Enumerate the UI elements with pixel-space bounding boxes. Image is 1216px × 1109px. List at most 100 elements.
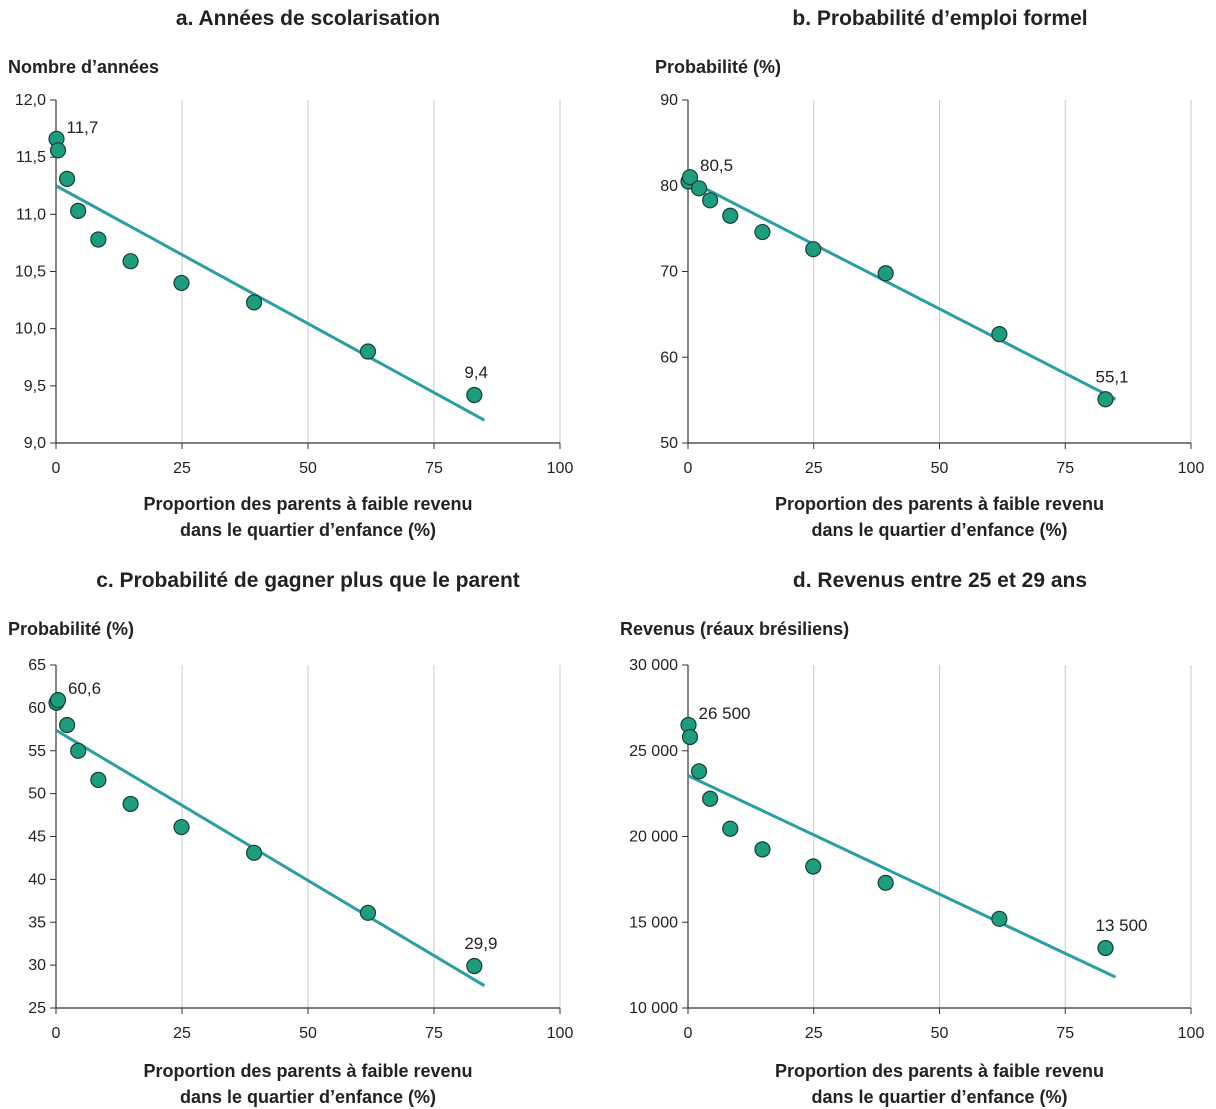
data-point: [690, 763, 708, 780]
x-tick-label: 50: [299, 1025, 317, 1042]
trend-line: [55, 184, 486, 422]
data-point: [90, 771, 107, 789]
data-point: [805, 858, 822, 875]
x-tick-label: 75: [1056, 460, 1074, 477]
x-axis-title-line-1: Proportion des parents à faible revenu: [143, 494, 472, 514]
data-label: 13 500: [1095, 916, 1147, 935]
x-tick-label: 50: [931, 460, 949, 477]
trend-line: [55, 728, 486, 987]
data-point: [1097, 939, 1114, 957]
data-point: [681, 169, 699, 186]
data-label: 29,9: [464, 934, 497, 953]
y-tick-label: 10,5: [15, 264, 46, 281]
y-tick-label: 60: [28, 700, 46, 717]
x-tick-label: 100: [547, 1025, 574, 1042]
data-point: [245, 294, 263, 311]
y-tick-label: 30 000: [629, 657, 678, 674]
y-tick-label: 11,5: [16, 149, 46, 166]
x-tick-label: 25: [173, 1025, 191, 1042]
data-point: [173, 818, 190, 836]
data-point: [90, 231, 107, 248]
y-tick-label: 70: [660, 264, 678, 281]
y-tick-label: 11,0: [16, 206, 46, 223]
data-point: [58, 716, 76, 734]
data-point: [466, 386, 483, 404]
x-tick-label: 50: [299, 460, 317, 477]
y-tick-label: 60: [660, 349, 678, 366]
y-tick-label: 55: [28, 743, 46, 760]
data-point: [466, 957, 483, 975]
x-axis-title-line-2: dans le quartier d’enfance (%): [811, 520, 1067, 540]
x-tick-label: 25: [173, 460, 191, 477]
x-axis-title-line-1: Proportion des parents à faible revenu: [775, 1061, 1104, 1081]
chart-title: d. Revenus entre 25 et 29 ans: [793, 569, 1087, 592]
x-tick-label: 0: [684, 1025, 693, 1042]
data-point: [754, 223, 771, 241]
data-label: 9,4: [464, 363, 488, 382]
y-tick-label: 10 000: [629, 1000, 678, 1017]
x-tick-label: 50: [931, 1025, 949, 1042]
data-label: 55,1: [1095, 367, 1128, 386]
data-point: [49, 142, 67, 159]
y-axis-title: Probabilité (%): [655, 57, 781, 77]
x-tick-label: 75: [425, 460, 443, 477]
x-tick-label: 100: [1178, 460, 1205, 477]
y-tick-label: 9,5: [24, 378, 46, 395]
y-tick-label: 25: [28, 1000, 46, 1017]
x-tick-label: 75: [1056, 1025, 1074, 1042]
chart-panel-c: c. Probabilité de gagner plus que le par…: [8, 569, 573, 1107]
data-point: [70, 742, 87, 759]
y-axis-title: Nombre d’années: [8, 57, 159, 77]
data-point: [805, 241, 822, 258]
y-tick-label: 35: [28, 914, 46, 931]
data-point: [991, 325, 1008, 343]
data-point: [681, 728, 699, 746]
x-axis-title-line-2: dans le quartier d’enfance (%): [811, 1087, 1067, 1107]
y-tick-label: 9,0: [24, 435, 46, 452]
data-point: [173, 274, 190, 292]
data-point: [58, 170, 76, 187]
data-point: [1097, 391, 1114, 408]
data-point: [49, 692, 67, 709]
y-tick-label: 80: [660, 178, 678, 195]
y-axis-title: Revenus (réaux brésiliens): [620, 619, 849, 639]
data-point: [754, 841, 771, 858]
trend-line: [687, 774, 1117, 979]
y-tick-label: 30: [28, 957, 46, 974]
x-axis-title-line-1: Proportion des parents à faible revenu: [143, 1061, 472, 1081]
data-point: [122, 253, 139, 270]
x-tick-label: 75: [425, 1025, 443, 1042]
x-axis-title-line-2: dans le quartier d’enfance (%): [180, 1087, 436, 1107]
data-point: [991, 910, 1008, 927]
data-label: 80,5: [700, 156, 733, 175]
x-tick-label: 0: [52, 460, 61, 477]
data-point: [245, 844, 263, 861]
x-tick-label: 0: [684, 460, 693, 477]
data-point: [122, 795, 139, 813]
y-tick-label: 20 000: [629, 829, 678, 846]
y-tick-label: 50: [660, 435, 678, 452]
y-axis-title: Probabilité (%): [8, 619, 134, 639]
chart-title: c. Probabilité de gagner plus que le par…: [96, 569, 520, 592]
x-axis-title-line-1: Proportion des parents à faible revenu: [775, 494, 1104, 514]
data-point: [702, 790, 719, 807]
y-tick-label: 25 000: [629, 743, 678, 760]
data-label: 11,7: [67, 118, 99, 137]
data-point: [877, 874, 894, 891]
data-point: [359, 343, 377, 360]
chart-panel-a: a. Années de scolarisation Nombre d’année…: [8, 7, 573, 540]
x-tick-label: 25: [805, 1025, 823, 1042]
data-point: [690, 180, 708, 197]
chart-title: a. Années de scolarisation: [176, 7, 440, 30]
chart-panel-b: b. Probabilité d’emploi formel Probabilit…: [655, 7, 1204, 540]
y-tick-label: 50: [28, 786, 46, 803]
chart-panel-d: d. Revenus entre 25 et 29 ans Revenus (ré…: [620, 569, 1204, 1107]
x-tick-label: 100: [547, 460, 574, 477]
x-tick-label: 100: [1178, 1025, 1205, 1042]
data-point: [359, 904, 377, 921]
y-tick-label: 10,0: [15, 321, 46, 338]
y-tick-label: 15 000: [629, 914, 678, 931]
y-tick-label: 45: [28, 829, 46, 846]
chart-title: b. Probabilité d’emploi formel: [792, 7, 1087, 30]
